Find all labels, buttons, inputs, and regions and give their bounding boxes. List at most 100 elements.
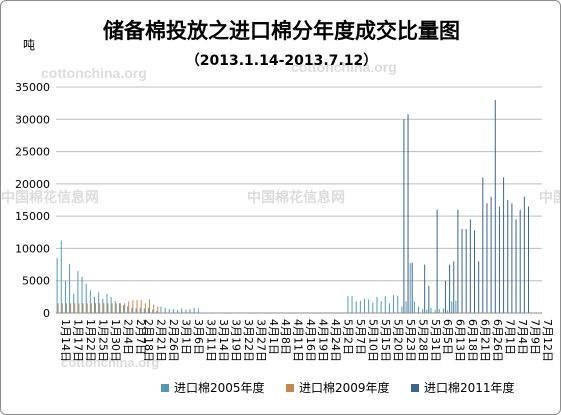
- bar-0: [110, 296, 112, 313]
- bar-2: [449, 264, 451, 313]
- bar-1: [78, 303, 80, 313]
- bar-1: [82, 303, 84, 313]
- bar-0: [455, 300, 457, 313]
- bar-1: [103, 303, 105, 313]
- x-tick-label: 6月5日: [441, 319, 454, 355]
- legend-label-2011: 进口棉2011年度: [424, 381, 515, 395]
- watermark: 中国棉花信息网: [1, 189, 99, 205]
- x-tick-label: 1月22日: [84, 319, 97, 362]
- x-tick-label: 3月14日: [217, 319, 230, 362]
- bar-1: [99, 303, 101, 313]
- bar-0: [438, 309, 440, 313]
- bar-1: [124, 303, 126, 313]
- bar-2: [511, 203, 513, 313]
- bar-2: [436, 209, 438, 313]
- bar-1: [57, 303, 59, 313]
- watermark: cottonchina.org: [41, 65, 147, 81]
- x-tick-label: 1月25日: [96, 319, 109, 362]
- bar-0: [148, 307, 150, 313]
- bar-0: [152, 309, 154, 313]
- x-tick-label: 6月21日: [479, 319, 492, 362]
- x-tick-label: 1月17日: [72, 319, 85, 362]
- bar-0: [60, 240, 62, 313]
- legend-item-2005: 进口棉2005年度: [161, 379, 265, 396]
- bar-1: [140, 300, 142, 313]
- x-tick-label: 5月28日: [416, 319, 429, 362]
- legend-swatch-2009: [286, 383, 294, 392]
- bar-0: [376, 296, 378, 313]
- bar-0: [89, 290, 91, 313]
- bar-0: [447, 310, 449, 313]
- bar-0: [168, 309, 170, 313]
- x-tick-label: 3月11日: [204, 319, 217, 362]
- bar-2: [428, 285, 430, 313]
- x-tick-label: 6月18日: [466, 319, 479, 362]
- bar-0: [69, 263, 71, 313]
- bar-2: [457, 209, 459, 313]
- bar-2: [461, 229, 463, 313]
- bar-0: [451, 301, 453, 313]
- legend-label-2009: 进口棉2009年度: [299, 381, 390, 395]
- bar-1: [86, 303, 88, 313]
- bar-0: [81, 276, 83, 313]
- bar-0: [160, 306, 162, 313]
- y-tick-label: 10000: [15, 242, 50, 255]
- bar-0: [118, 303, 120, 313]
- x-tick-label: 5月15日: [379, 319, 392, 362]
- bar-1: [119, 303, 121, 313]
- bar-2: [519, 209, 521, 313]
- bar-0: [181, 308, 183, 313]
- bar-1: [157, 306, 159, 313]
- x-tick-label: 3月22日: [242, 319, 255, 362]
- bar-2: [403, 119, 405, 314]
- bar-0: [405, 301, 407, 313]
- bar-0: [131, 307, 133, 313]
- bar-0: [347, 296, 349, 313]
- x-tick-label: 6月26日: [491, 319, 504, 362]
- bar-2: [528, 206, 530, 313]
- bar-0: [388, 303, 390, 313]
- bar-2: [486, 203, 488, 313]
- x-tick-label: 3月1日: [180, 319, 193, 355]
- x-tick-label: 7月9日: [528, 319, 541, 355]
- x-tick-label: 4月1日: [267, 319, 280, 355]
- bar-1: [115, 303, 117, 313]
- watermark: cottonchina.org: [61, 355, 160, 370]
- bar-1: [111, 303, 113, 313]
- bar-1: [132, 300, 134, 313]
- y-tick-label: 20000: [15, 178, 50, 191]
- bar-0: [64, 280, 66, 313]
- bar-2: [507, 200, 509, 313]
- bar-0: [123, 305, 125, 313]
- bar-0: [85, 283, 87, 313]
- y-tick-label: 5000: [22, 275, 50, 288]
- bar-2: [478, 261, 480, 313]
- bar-2: [469, 219, 471, 313]
- x-tick-label: 2月7日: [134, 319, 147, 355]
- bar-0: [127, 306, 129, 313]
- bar-2: [503, 177, 505, 313]
- bar-2: [465, 229, 467, 313]
- x-tick-label: 7月12日: [541, 319, 554, 362]
- bar-2: [411, 262, 413, 313]
- legend-item-2009: 进口棉2009年度: [286, 379, 390, 396]
- bar-0: [114, 301, 116, 313]
- bar-2: [490, 196, 492, 313]
- bar-1: [74, 303, 76, 313]
- bar-1: [61, 303, 63, 313]
- bar-0: [368, 299, 370, 313]
- bar-2: [453, 261, 455, 313]
- bar-1: [144, 303, 146, 313]
- x-tick-label: 7月1日: [504, 319, 517, 355]
- x-tick-label: 2月18日: [142, 319, 155, 362]
- x-tick-label: 5月2日: [342, 319, 355, 355]
- bar-0: [135, 308, 137, 313]
- bar-1: [136, 300, 138, 313]
- bar-2: [515, 219, 517, 313]
- bar-0: [380, 300, 382, 313]
- x-tick-label: 4月24日: [329, 319, 342, 362]
- x-tick-label: 5月23日: [404, 319, 417, 362]
- y-axis-unit-label: 吨: [23, 38, 36, 52]
